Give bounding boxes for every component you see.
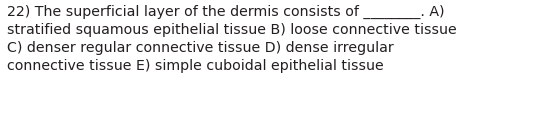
Text: 22) The superficial layer of the dermis consists of ________. A)
stratified squa: 22) The superficial layer of the dermis … <box>7 5 456 73</box>
